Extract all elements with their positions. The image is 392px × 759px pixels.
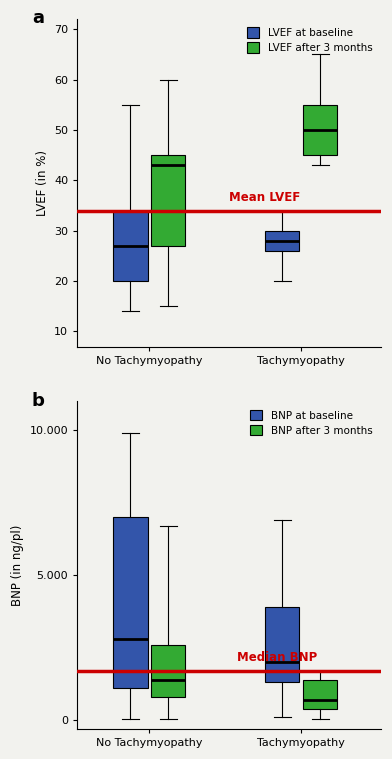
- PathPatch shape: [113, 210, 147, 281]
- Legend: LVEF at baseline, LVEF after 3 months: LVEF at baseline, LVEF after 3 months: [244, 24, 376, 56]
- Y-axis label: BNP (in ng/pl): BNP (in ng/pl): [11, 524, 24, 606]
- Text: b: b: [32, 392, 45, 410]
- PathPatch shape: [265, 607, 299, 682]
- Text: a: a: [32, 9, 44, 27]
- PathPatch shape: [265, 231, 299, 251]
- Text: Mean LVEF: Mean LVEF: [229, 191, 300, 204]
- PathPatch shape: [151, 155, 185, 246]
- Legend: BNP at baseline, BNP after 3 months: BNP at baseline, BNP after 3 months: [247, 407, 376, 439]
- PathPatch shape: [303, 105, 337, 155]
- Text: Median BNP: Median BNP: [237, 651, 317, 664]
- PathPatch shape: [151, 645, 185, 697]
- Y-axis label: LVEF (in %): LVEF (in %): [36, 150, 49, 216]
- PathPatch shape: [113, 518, 147, 688]
- PathPatch shape: [303, 679, 337, 709]
